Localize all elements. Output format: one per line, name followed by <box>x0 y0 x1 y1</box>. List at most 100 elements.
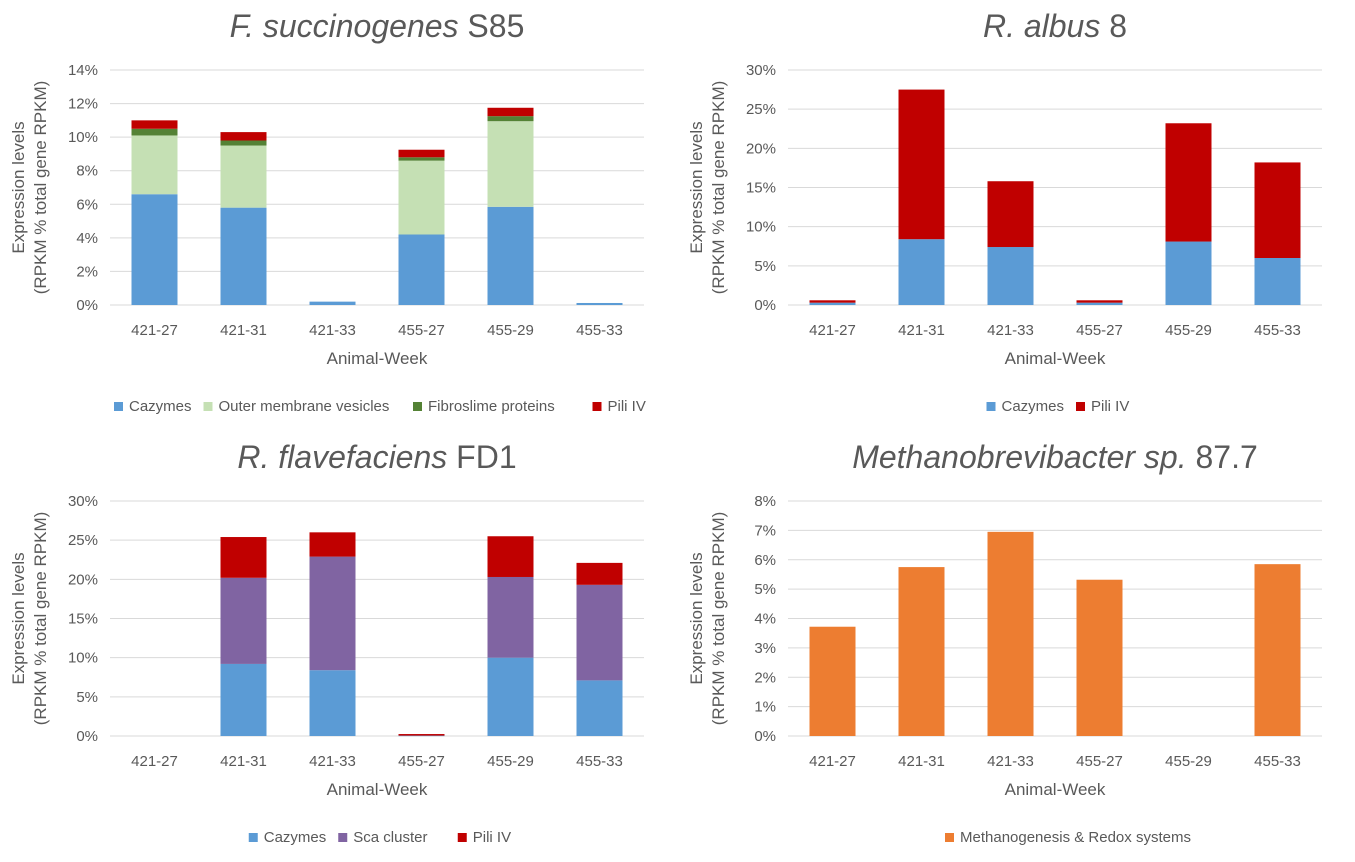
x-tick-label: 455-29 <box>1165 322 1212 339</box>
chart-svg: F. succinogenes S85 0% 2% 4% 6% 8% 10% 12% 14% 42… <box>9 8 646 415</box>
bar-cazymes-421-33 <box>309 301 356 305</box>
legend-label-pili-iv: Pili IV <box>608 398 646 415</box>
y-axis-title-line1: Expression levels <box>9 552 28 684</box>
bar-pili-iv-421-33 <box>309 532 356 557</box>
bar-cazymes-455-27 <box>398 234 445 305</box>
bar-methanogenesis-redox-systems-421-31 <box>898 567 945 736</box>
bar-fibroslime-proteins-421-31 <box>220 140 267 146</box>
y-axis-title-line2: (RPKM % total gene RPKM) <box>31 81 50 295</box>
bar-pili-iv-455-29 <box>487 107 534 117</box>
y-tick-label: 0% <box>76 728 98 745</box>
y-axis-title-line2: (RPKM % total gene RPKM) <box>709 512 728 726</box>
x-tick-label: 455-27 <box>398 753 445 770</box>
legend-label-outer-membrane-vesicles: Outer membrane vesicles <box>219 398 390 415</box>
chart-title: Methanobrevibacter sp. 87.7 <box>852 439 1258 475</box>
x-axis-title: Animal-Week <box>327 780 428 799</box>
y-tick-label: 8% <box>76 163 98 180</box>
legend-label-fibroslime-proteins: Fibroslime proteins <box>428 398 555 415</box>
legend: Methanogenesis & Redox systems <box>945 829 1191 846</box>
bar-cazymes-455-33 <box>1254 258 1301 305</box>
x-axis-title: Animal-Week <box>327 349 428 368</box>
y-tick-label: 30% <box>746 62 776 79</box>
y-tick-label: 0% <box>76 297 98 314</box>
bar-methanogenesis-redox-systems-455-33 <box>1254 564 1301 736</box>
legend-swatch-cazymes <box>114 402 123 411</box>
y-axis-title-line1: Expression levels <box>687 121 706 253</box>
x-tick-label: 421-31 <box>220 322 267 339</box>
x-axis-title: Animal-Week <box>1005 780 1106 799</box>
y-axis-title-line2: (RPKM % total gene RPKM) <box>709 81 728 295</box>
legend-swatch-pili-iv <box>457 833 467 842</box>
y-tick-label: 15% <box>746 180 776 197</box>
y-tick-label: 3% <box>754 640 776 657</box>
bar-outer-membrane-vesicles-421-31 <box>220 145 267 208</box>
x-axis-title: Animal-Week <box>1005 349 1106 368</box>
bar-cazymes-421-31 <box>898 239 945 305</box>
legend-label-cazymes: Cazymes <box>1002 398 1065 415</box>
y-tick-label: 5% <box>754 258 776 275</box>
chart-title: R. albus 8 <box>983 8 1127 44</box>
x-tick-label: 421-27 <box>131 322 178 339</box>
x-tick-label: 455-27 <box>1076 322 1123 339</box>
bar-cazymes-455-33 <box>576 302 623 305</box>
bar-cazymes-455-27 <box>398 735 445 737</box>
y-tick-label: 5% <box>76 689 98 706</box>
bar-cazymes-421-27 <box>131 194 178 305</box>
legend-swatch-pili-iv <box>1076 402 1085 411</box>
x-tick-label: 455-29 <box>487 322 534 339</box>
y-axis-title-line1: Expression levels <box>687 552 706 684</box>
x-tick-label: 455-27 <box>1076 753 1123 770</box>
y-tick-label: 1% <box>754 699 776 716</box>
legend-label-pili-iv: Pili IV <box>473 829 511 846</box>
bar-sca-cluster-421-31 <box>220 577 267 664</box>
chart-svg: R. albus 8 0% 5% 10% 15% 20% 25% 30% 421-27 421-3… <box>687 8 1322 415</box>
bar-methanogenesis-redox-systems-455-27 <box>1076 579 1123 736</box>
bar-pili-iv-421-31 <box>220 537 267 578</box>
bar-outer-membrane-vesicles-455-29 <box>487 121 534 207</box>
bar-cazymes-421-33 <box>987 247 1034 305</box>
bar-pili-iv-421-31 <box>220 132 267 141</box>
y-tick-label: 10% <box>68 650 98 667</box>
bar-outer-membrane-vesicles-421-27 <box>131 135 178 195</box>
bar-cazymes-455-33 <box>576 680 623 736</box>
bar-cazymes-421-33 <box>309 670 356 736</box>
legend: Cazymes Pili IV <box>986 398 1129 415</box>
y-tick-label: 0% <box>754 297 776 314</box>
x-tick-label: 421-31 <box>898 322 945 339</box>
y-tick-label: 20% <box>68 571 98 588</box>
bar-pili-iv-455-29 <box>487 536 534 577</box>
bar-fibroslime-proteins-455-29 <box>487 116 534 122</box>
y-axis-title-line2: (RPKM % total gene RPKM) <box>31 512 50 726</box>
y-tick-label: 8% <box>754 493 776 510</box>
bar-cazymes-455-29 <box>487 206 534 305</box>
bar-pili-iv-455-29 <box>1165 123 1212 242</box>
legend-label-sca-cluster: Sca cluster <box>353 829 427 846</box>
legend-swatch-pili-iv <box>592 402 602 411</box>
y-tick-label: 30% <box>68 493 98 510</box>
legend-swatch-cazymes <box>986 402 996 411</box>
legend-swatch-sca-cluster <box>338 833 348 842</box>
chart-svg: Methanobrevibacter sp. 87.7 0% 1% 2% 3% 4% 5% 6… <box>687 439 1322 846</box>
bar-cazymes-421-27 <box>809 302 856 305</box>
y-tick-label: 20% <box>746 140 776 157</box>
x-tick-label: 421-33 <box>987 753 1034 770</box>
y-tick-label: 12% <box>68 96 98 113</box>
y-tick-label: 6% <box>754 552 776 569</box>
x-tick-label: 455-29 <box>1165 753 1212 770</box>
bar-pili-iv-421-27 <box>131 120 178 129</box>
x-tick-label: 455-33 <box>576 322 623 339</box>
y-tick-label: 2% <box>76 263 98 280</box>
legend-label-cazymes: Cazymes <box>264 829 327 846</box>
chart-panel-r-flavefaciens: R. flavefaciens FD1 0% 5% 10% 15% 20% 25% 30% 42… <box>0 431 677 862</box>
y-tick-label: 7% <box>754 522 776 539</box>
y-tick-label: 10% <box>746 219 776 236</box>
y-tick-label: 5% <box>754 581 776 598</box>
bar-methanogenesis-redox-systems-421-33 <box>987 531 1034 736</box>
y-tick-label: 25% <box>68 532 98 549</box>
x-tick-label: 421-27 <box>131 753 178 770</box>
bar-cazymes-455-29 <box>487 657 534 736</box>
bar-outer-membrane-vesicles-455-27 <box>398 160 445 235</box>
legend-label-methanogenesis-redox-systems: Methanogenesis & Redox systems <box>960 829 1191 846</box>
y-tick-label: 10% <box>68 129 98 146</box>
x-tick-label: 421-31 <box>220 753 267 770</box>
